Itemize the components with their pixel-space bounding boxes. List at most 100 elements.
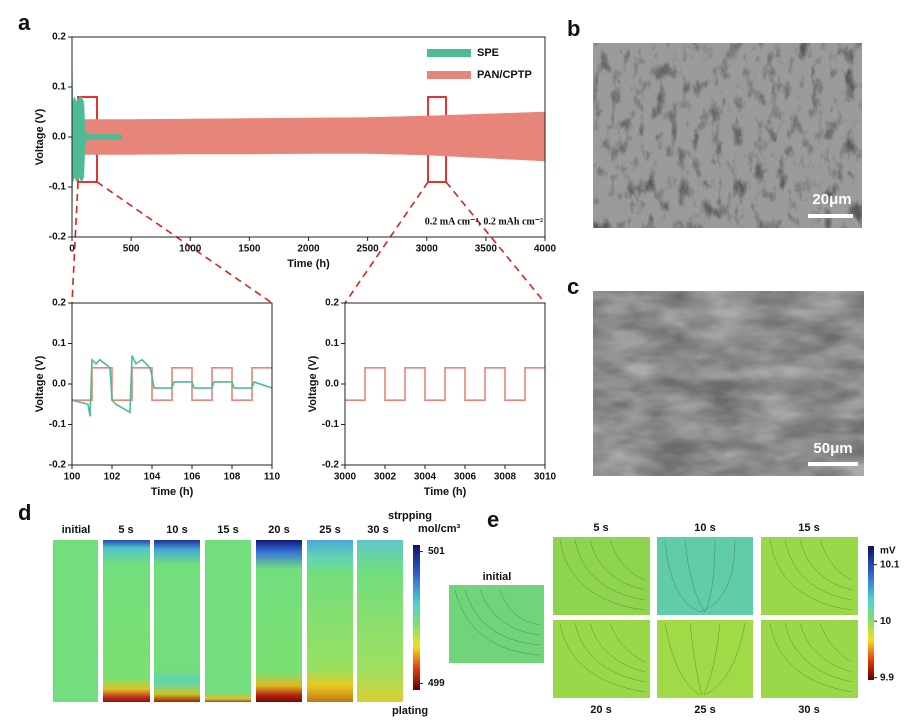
map-frame <box>53 540 98 702</box>
map-frame <box>657 620 753 698</box>
map-frame <box>307 540 353 702</box>
x-tick-label: 1500 <box>238 244 261 255</box>
y-axis-label: Voltage (V) <box>307 355 319 412</box>
sem-image: 50μm <box>593 291 864 476</box>
frame-label: 20 s <box>268 524 289 536</box>
x-tick-label: 102 <box>104 472 121 483</box>
y-tick-label: 0.2 <box>52 32 66 43</box>
frame-label: 5 s <box>593 522 608 534</box>
concentration-maps: initial 5 s 10 s 15 s 20 s 25 s 30 s str… <box>53 510 461 717</box>
x-tick-label: 4000 <box>534 244 557 255</box>
map-frame <box>761 537 858 615</box>
y-tick-label: -0.2 <box>49 460 67 471</box>
map-frame <box>256 540 302 702</box>
scale-bar-label: 50μm <box>813 440 852 457</box>
map-frame <box>103 540 150 702</box>
series-line <box>345 367 545 401</box>
frame-label: 25 s <box>319 524 340 536</box>
y-tick-label: 0.1 <box>52 338 66 349</box>
colorbar-unit: mol/cm³ <box>418 523 461 535</box>
frame-label: 25 s <box>694 704 715 716</box>
colorbar-tick-label: 501 <box>428 546 445 557</box>
x-tick-label: 100 <box>64 472 81 483</box>
colorbar-tick-label: 10 <box>880 616 892 627</box>
y-tick-label: -0.1 <box>322 419 340 430</box>
x-tick-label: 3004 <box>414 472 437 483</box>
map-frame <box>154 540 200 702</box>
y-tick-label: 0.1 <box>52 82 66 93</box>
frame-label: 30 s <box>798 704 819 716</box>
panel-label: a <box>18 10 31 35</box>
map-frame <box>553 537 650 615</box>
frame-label: initial <box>483 571 512 583</box>
zoom-connector <box>71 181 79 304</box>
y-tick-label: -0.2 <box>49 232 67 243</box>
top-label: strpping <box>388 510 432 522</box>
y-tick-label: -0.1 <box>49 182 67 193</box>
zoom-connector <box>445 181 546 304</box>
colorbar-tick-label: 9.9 <box>880 672 894 683</box>
x-tick-label: 3006 <box>454 472 477 483</box>
x-axis-label: Time (h) <box>287 258 330 270</box>
y-tick-label: 0.2 <box>325 298 339 309</box>
map-frame <box>657 537 753 615</box>
zoom-connector <box>344 181 429 304</box>
panel-label: d <box>18 500 31 525</box>
streamlines <box>454 539 853 696</box>
frame-label: 5 s <box>118 524 133 536</box>
potential-maps: initial 5 s 10 s 15 s 20 s 25 s 30 s mV <box>449 522 896 716</box>
frame-label: 20 s <box>590 704 611 716</box>
x-tick-label: 0 <box>69 244 75 255</box>
legend-swatch <box>427 71 471 79</box>
x-tick-label: 104 <box>144 472 161 483</box>
x-axis-label: Time (h) <box>151 486 194 498</box>
x-tick-label: 3000 <box>416 244 439 255</box>
x-tick-label: 106 <box>184 472 201 483</box>
y-tick-label: 0.0 <box>52 132 66 143</box>
y-tick-label: -0.2 <box>322 460 340 471</box>
colorbar <box>868 546 874 680</box>
y-tick-label: 0.0 <box>52 379 66 390</box>
map-frame <box>449 585 544 663</box>
x-tick-label: 3500 <box>475 244 498 255</box>
x-tick-label: 1000 <box>179 244 202 255</box>
map-frame <box>357 540 403 702</box>
x-tick-label: 2500 <box>357 244 380 255</box>
legend-swatch <box>427 49 471 57</box>
y-tick-label: 0.0 <box>325 379 339 390</box>
colorbar <box>413 545 420 690</box>
frame-label: 15 s <box>798 522 819 534</box>
x-axis-label: Time (h) <box>424 486 467 498</box>
y-tick-label: 0.1 <box>325 338 339 349</box>
zoom-connector <box>96 181 273 304</box>
legend-label: SPE <box>477 47 499 59</box>
scale-bar-label: 20μm <box>812 191 851 208</box>
x-tick-label: 2000 <box>297 244 320 255</box>
y-tick-label: -0.1 <box>49 419 67 430</box>
x-tick-label: 3010 <box>534 472 557 483</box>
zoom-indicators <box>71 96 546 304</box>
panel-label: e <box>487 507 499 532</box>
colorbar-unit: mV <box>880 546 896 557</box>
colorbar-tick-label: 10.1 <box>880 559 900 570</box>
series-band <box>71 36 122 238</box>
series-line <box>72 367 272 401</box>
frame-label: 30 s <box>367 524 388 536</box>
series-band <box>71 111 546 162</box>
frame-label: 15 s <box>217 524 238 536</box>
y-axis-label: Voltage (V) <box>34 108 46 165</box>
map-frame <box>205 540 251 702</box>
panel-label: c <box>567 274 579 299</box>
x-tick-label: 108 <box>224 472 241 483</box>
x-tick-label: 3008 <box>494 472 517 483</box>
frame-label: 10 s <box>166 524 187 536</box>
map-frame <box>761 620 858 698</box>
colorbar-tick-label: 499 <box>428 678 445 689</box>
map-frame <box>553 620 650 698</box>
x-tick-label: 3000 <box>334 472 357 483</box>
frame-label: 10 s <box>694 522 715 534</box>
series-line <box>71 355 273 417</box>
bottom-label: plating <box>392 705 428 717</box>
x-tick-label: 110 <box>264 472 281 483</box>
